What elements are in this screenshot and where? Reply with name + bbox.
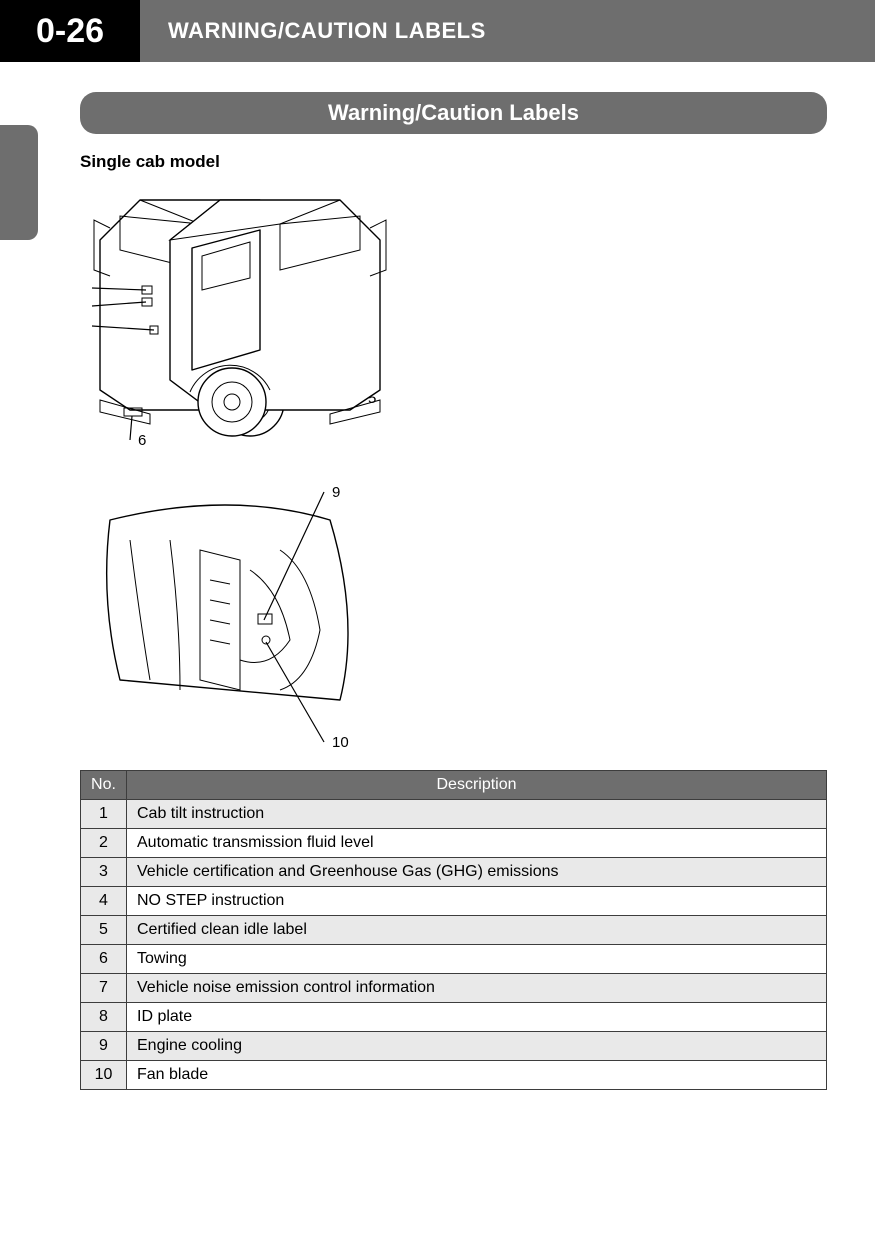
table-row: 10Fan blade: [81, 1061, 827, 1090]
subheading: Single cab model: [80, 152, 827, 172]
table-cell-no: 6: [81, 945, 127, 974]
table-header-no: No.: [81, 771, 127, 800]
header-title: WARNING/CAUTION LABELS: [140, 0, 875, 62]
section-title: Warning/Caution Labels: [80, 92, 827, 134]
page-number: 0-26: [0, 0, 140, 62]
figure-2-truck-passenger-side: 874: [80, 180, 410, 460]
page-header: 0-26 WARNING/CAUTION LABELS: [0, 0, 875, 62]
table-cell-description: Engine cooling: [127, 1032, 827, 1061]
table-cell-no: 10: [81, 1061, 127, 1090]
table-cell-no: 2: [81, 829, 127, 858]
table-row: 8ID plate: [81, 1003, 827, 1032]
table-cell-no: 4: [81, 887, 127, 916]
figures-area: 123456: [80, 180, 827, 760]
content-area: Warning/Caution Labels Single cab model: [0, 62, 875, 1130]
description-table: No. Description 1Cab tilt instruction2Au…: [80, 770, 827, 1090]
table-cell-description: Automatic transmission fluid level: [127, 829, 827, 858]
table-row: 6Towing: [81, 945, 827, 974]
svg-text:10: 10: [332, 734, 349, 751]
table-cell-no: 9: [81, 1032, 127, 1061]
table-cell-description: Vehicle certification and Greenhouse Gas…: [127, 858, 827, 887]
table-row: 7Vehicle noise emission control informat…: [81, 974, 827, 1003]
table-cell-no: 5: [81, 916, 127, 945]
table-cell-description: NO STEP instruction: [127, 887, 827, 916]
table-cell-description: Towing: [127, 945, 827, 974]
table-cell-no: 3: [81, 858, 127, 887]
table-cell-description: Fan blade: [127, 1061, 827, 1090]
table-row: 2Automatic transmission fluid level: [81, 829, 827, 858]
table-cell-description: Cab tilt instruction: [127, 800, 827, 829]
table-cell-description: ID plate: [127, 1003, 827, 1032]
table-header-desc: Description: [127, 771, 827, 800]
table-row: 3Vehicle certification and Greenhouse Ga…: [81, 858, 827, 887]
table-row: 1Cab tilt instruction: [81, 800, 827, 829]
table-row: 4NO STEP instruction: [81, 887, 827, 916]
table-cell-no: 8: [81, 1003, 127, 1032]
table-cell-no: 1: [81, 800, 127, 829]
table-row: 5Certified clean idle label: [81, 916, 827, 945]
table-cell-no: 7: [81, 974, 127, 1003]
figure-3-engine-bay: 9 10: [80, 480, 390, 760]
table-row: 9Engine cooling: [81, 1032, 827, 1061]
svg-text:9: 9: [332, 484, 340, 501]
table-cell-description: Vehicle noise emission control informati…: [127, 974, 827, 1003]
table-cell-description: Certified clean idle label: [127, 916, 827, 945]
